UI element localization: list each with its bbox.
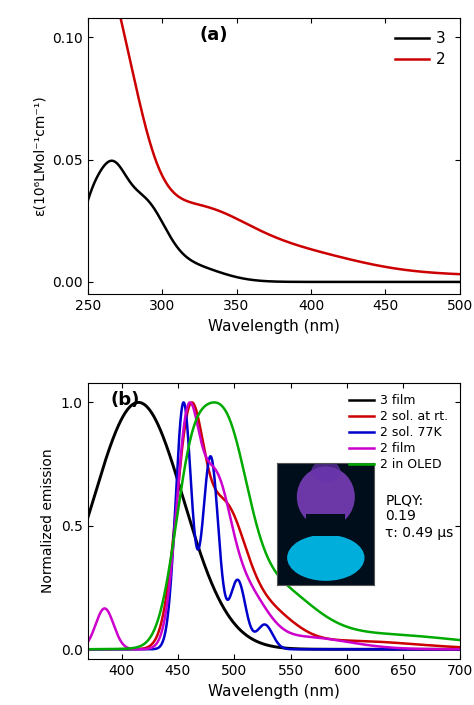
X-axis label: Wavelength (nm): Wavelength (nm) [208,684,340,699]
Y-axis label: ε(10⁶LMol⁻¹cm⁻¹): ε(10⁶LMol⁻¹cm⁻¹) [33,95,46,216]
Y-axis label: Normalized emission: Normalized emission [41,448,55,593]
Legend: 3 film, 2 sol. at rt., 2 sol. 77K, 2 film, 2 in OLED: 3 film, 2 sol. at rt., 2 sol. 77K, 2 fil… [344,389,454,477]
Text: PLQY:
0.19
τ: 0.49 μs: PLQY: 0.19 τ: 0.49 μs [385,493,454,539]
X-axis label: Wavelength (nm): Wavelength (nm) [208,319,340,333]
Text: (a): (a) [199,26,228,44]
Text: (b): (b) [110,391,139,409]
Legend: 3, 2: 3, 2 [389,25,452,73]
